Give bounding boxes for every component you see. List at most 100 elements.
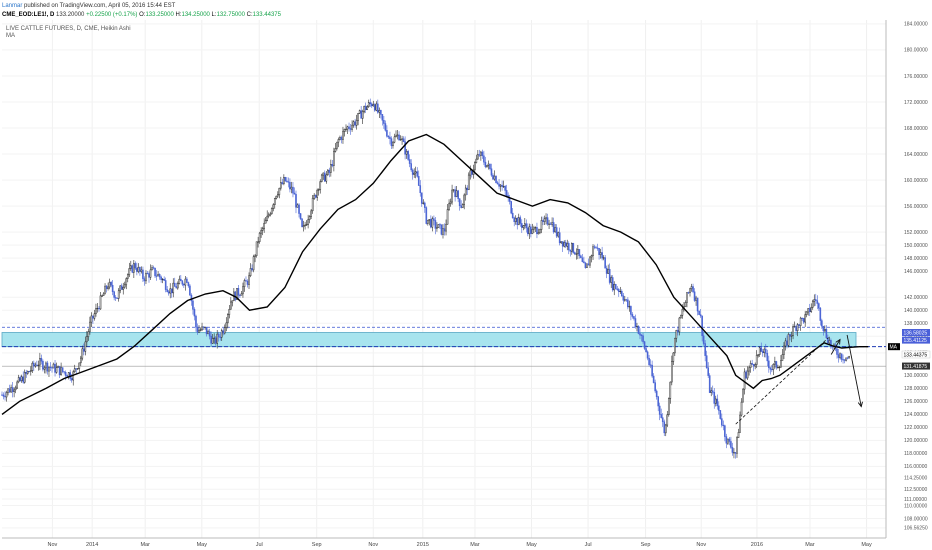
- candle-body: [152, 267, 155, 269]
- candle-body: [633, 316, 635, 319]
- candle-body: [504, 186, 506, 191]
- candle-body: [627, 299, 629, 308]
- candle-body: [46, 362, 49, 372]
- candle-body: [351, 124, 353, 130]
- candle-body: [34, 364, 37, 367]
- candle-body: [222, 330, 225, 334]
- candle-body: [269, 213, 272, 216]
- candle-body: [805, 311, 808, 315]
- candle-body: [645, 348, 647, 353]
- candle-body: [290, 186, 293, 190]
- candle-body: [643, 341, 646, 349]
- candle-body: [549, 223, 552, 225]
- candle-body: [81, 348, 84, 359]
- candle-body: [267, 214, 270, 217]
- candle-body: [139, 266, 141, 272]
- candle-body: [226, 314, 229, 324]
- candle-body: [596, 247, 599, 249]
- candle-body: [745, 371, 747, 379]
- candle-body: [317, 189, 320, 191]
- candle-body: [225, 322, 228, 328]
- candle-body: [80, 357, 82, 364]
- candle-body: [64, 372, 67, 376]
- candle-body: [634, 318, 637, 327]
- candle-body: [242, 286, 244, 295]
- price-tag-box: [902, 336, 930, 344]
- candle-body: [190, 294, 193, 302]
- candle-body: [684, 302, 687, 307]
- candle-body: [170, 288, 173, 294]
- candle-body: [172, 282, 175, 294]
- candle-body: [558, 232, 561, 244]
- candle-body: [748, 367, 750, 372]
- candle-body: [443, 228, 446, 232]
- candle-body: [843, 359, 846, 361]
- candle-body: [842, 359, 844, 361]
- candle-body: [327, 169, 329, 176]
- candle-body: [455, 190, 458, 197]
- candle-body: [75, 368, 78, 370]
- candle-body: [502, 186, 505, 188]
- close-label: C:: [246, 12, 253, 18]
- candle-body: [390, 138, 393, 147]
- candle-body: [690, 286, 693, 290]
- candle-body: [617, 289, 620, 292]
- candle-body: [452, 189, 455, 191]
- candle-body: [140, 269, 143, 272]
- y-tick-label: 122.00000: [904, 425, 928, 431]
- candle-body: [107, 286, 109, 289]
- candle-body: [346, 126, 349, 130]
- candle-body: [176, 283, 179, 289]
- candle-body: [49, 366, 52, 369]
- candle-body: [366, 106, 369, 111]
- candle-body: [517, 217, 520, 226]
- candle-body: [310, 210, 312, 217]
- candle-body: [413, 172, 415, 175]
- x-tick-label: Jul: [585, 542, 592, 548]
- candle-body: [598, 247, 600, 255]
- price-tag-label: 131.41875: [904, 364, 928, 370]
- x-tick-label: May: [526, 542, 537, 548]
- candle-body: [722, 424, 725, 427]
- candle-body: [593, 246, 596, 248]
- candle-body: [178, 278, 181, 284]
- ma-line: [1, 133, 869, 415]
- author-link[interactable]: Lanmar: [2, 3, 23, 9]
- candle-body: [157, 274, 159, 277]
- candle-body: [266, 215, 268, 221]
- candle-body: [789, 334, 791, 337]
- candle-body: [396, 134, 399, 137]
- candle-body: [116, 297, 118, 299]
- candle-body: [604, 257, 606, 269]
- candle-body: [380, 110, 382, 115]
- candle-body: [322, 172, 325, 176]
- candle-body: [808, 308, 811, 313]
- candle-body: [795, 326, 797, 331]
- candle-body: [783, 345, 785, 355]
- candle-body: [183, 284, 185, 286]
- candle-body: [427, 219, 429, 224]
- candle-body: [478, 154, 481, 156]
- candle-body: [761, 351, 764, 354]
- x-tick-label: May: [861, 542, 872, 548]
- candle-body: [25, 371, 28, 374]
- candle-body: [696, 297, 699, 312]
- candle-body: [272, 204, 275, 209]
- candle-body: [677, 329, 679, 333]
- candle-body: [84, 341, 87, 352]
- candle-body: [467, 174, 470, 191]
- candle-body: [211, 338, 214, 344]
- candle-body: [307, 219, 309, 225]
- candle-body: [845, 357, 847, 361]
- candle-body: [219, 336, 222, 338]
- candle-body: [846, 357, 849, 359]
- candle-body: [451, 189, 453, 203]
- candle-body: [686, 292, 688, 303]
- candle-body: [417, 176, 420, 186]
- candle-body: [642, 335, 644, 342]
- candle-body: [461, 204, 464, 208]
- candle-body: [687, 292, 690, 294]
- candle-body: [534, 227, 537, 229]
- candle-body: [287, 181, 290, 183]
